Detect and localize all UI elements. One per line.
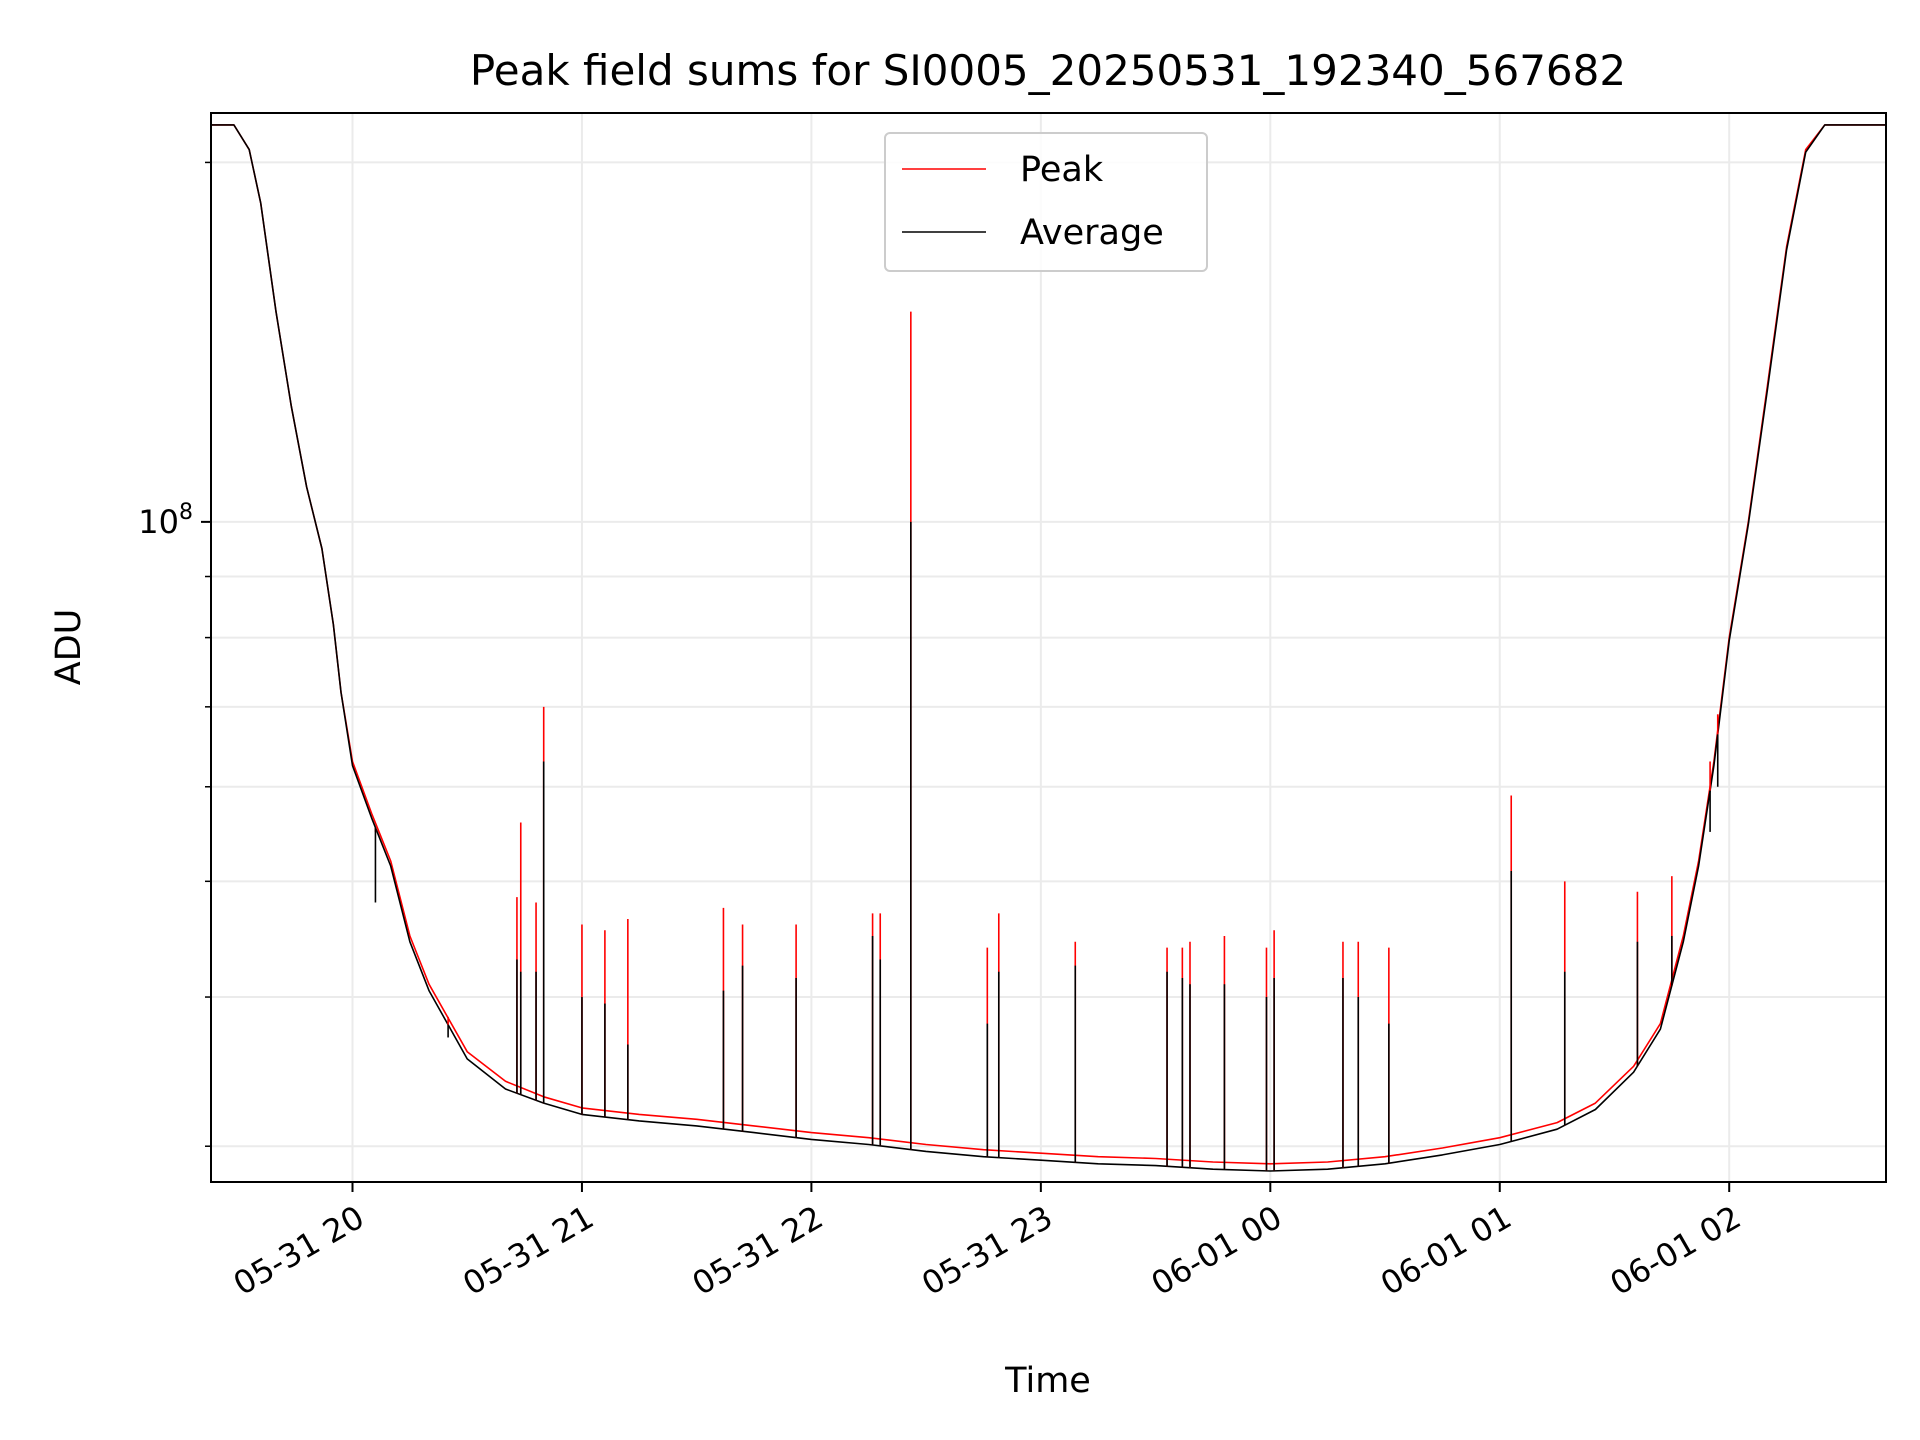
series-line-average <box>211 124 1886 1172</box>
legend-frame <box>884 132 1208 272</box>
chart-title: Peak field sums for SI0005_20250531_1923… <box>470 46 1626 95</box>
y-axis-title: ADU <box>49 609 89 686</box>
series-layer <box>211 124 1886 1172</box>
x-axis-title: Time <box>1004 1361 1091 1401</box>
legend-label-peak: Peak <box>1020 150 1104 190</box>
legend-label-average: Average <box>1020 213 1164 253</box>
plot-area-frame <box>210 112 1887 1183</box>
y-tick-label: 108 <box>138 500 193 541</box>
legend: Peak Average <box>884 132 1208 272</box>
